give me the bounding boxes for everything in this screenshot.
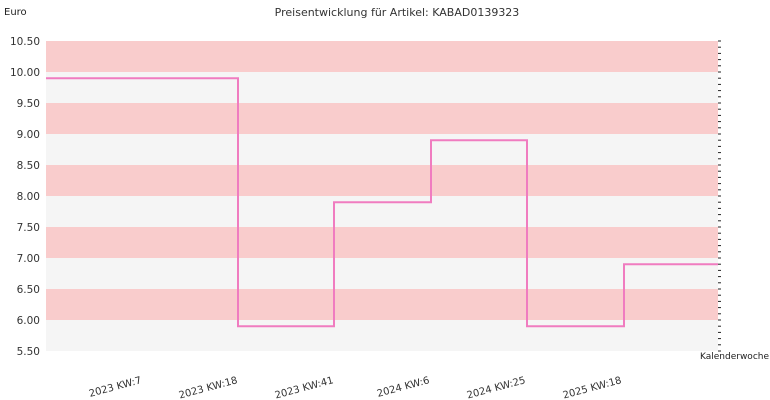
y-axis-label: Euro — [4, 7, 27, 18]
background-band — [46, 320, 718, 351]
y-tick-label: 8.00 — [17, 191, 40, 203]
y-tick-label: 10.50 — [10, 36, 40, 48]
background-band — [46, 289, 718, 320]
background-bands — [46, 41, 718, 351]
right-minor-ticks — [718, 40, 721, 352]
y-tick-label: 6.00 — [17, 315, 40, 327]
x-tick-label: 2023 KW:18 — [178, 375, 239, 400]
background-band — [46, 227, 718, 258]
x-tick-label: 2025 KW:18 — [562, 375, 623, 400]
background-band — [46, 103, 718, 134]
x-tick-label: 2024 KW:25 — [466, 375, 527, 400]
background-band — [46, 72, 718, 103]
price-series-line — [46, 77, 718, 328]
y-tick-label: 10.00 — [10, 67, 40, 79]
chart-title: Preisentwicklung für Artikel: KABAD01393… — [275, 6, 520, 19]
background-band — [46, 165, 718, 196]
y-tick-label: 9.00 — [17, 129, 40, 141]
x-axis-label: Kalenderwoche — [700, 352, 769, 362]
x-tick-label: 2023 KW:7 — [88, 375, 143, 400]
y-tick-label: 5.50 — [17, 346, 40, 358]
x-axis-ticks: 2023 KW:7 2023 KW:18 2023 KW:41 2024 KW:6 20… — [88, 375, 623, 400]
background-band — [46, 258, 718, 289]
background-band — [46, 196, 718, 227]
background-band — [46, 41, 718, 72]
y-tick-label: 7.00 — [17, 253, 40, 265]
y-tick-label: 8.50 — [17, 160, 40, 172]
y-tick-label: 6.50 — [17, 284, 40, 296]
background-band — [46, 134, 718, 165]
y-tick-label: 7.50 — [17, 222, 40, 234]
x-tick-label: 2024 KW:6 — [376, 375, 431, 400]
y-axis-ticks: 10.50 10.00 9.50 9.00 8.50 8.00 7.50 7.00 6.50 6.… — [10, 36, 40, 358]
x-tick-label: 2023 KW:41 — [274, 375, 335, 400]
y-tick-label: 9.50 — [17, 98, 40, 110]
